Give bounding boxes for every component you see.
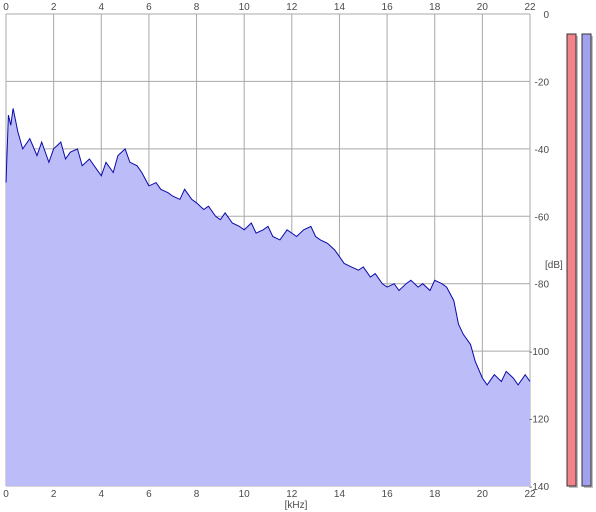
x-tick-top-0: 0 <box>3 2 9 13</box>
spectrum-series <box>5 108 531 487</box>
x-tick-top-11: 22 <box>524 2 536 13</box>
x-tick-bottom-6: 12 <box>286 489 298 500</box>
x-tick-bottom-4: 8 <box>194 489 200 500</box>
x-tick-top-9: 18 <box>429 2 441 13</box>
level-meters <box>566 33 593 488</box>
x-tick-top-6: 12 <box>286 2 298 13</box>
y-tick-6: -120 <box>529 415 549 426</box>
x-axis-unit-label: [kHz] <box>285 500 308 511</box>
x-tick-top-2: 4 <box>98 2 104 13</box>
x-tick-bottom-5: 10 <box>239 489 251 500</box>
x-tick-top-4: 8 <box>194 2 200 13</box>
y-tick-5: -100 <box>529 347 549 358</box>
x-tick-bottom-1: 2 <box>51 489 57 500</box>
y-axis-unit-label: [dB] <box>545 260 563 271</box>
x-tick-top-3: 6 <box>146 2 152 13</box>
x-tick-bottom-0: 0 <box>3 489 9 500</box>
x-tick-bottom-11: 22 <box>524 489 536 500</box>
y-tick-2: -40 <box>535 145 550 156</box>
spectrum-line <box>5 108 531 386</box>
x-tick-top-10: 20 <box>477 2 489 13</box>
x-tick-bottom-9: 18 <box>429 489 441 500</box>
y-tick-4: -80 <box>535 280 550 291</box>
x-tick-bottom-10: 20 <box>477 489 489 500</box>
level-meter-right <box>581 33 592 487</box>
x-tick-bottom-7: 14 <box>334 489 346 500</box>
x-tick-top-8: 16 <box>382 2 394 13</box>
x-tick-top-1: 2 <box>51 2 57 13</box>
x-tick-bottom-3: 6 <box>146 489 152 500</box>
y-tick-3: -60 <box>535 212 550 223</box>
x-tick-bottom-2: 4 <box>98 489 104 500</box>
tick-labels: 002244668810101212141416161818202022220-… <box>3 2 549 500</box>
x-tick-top-5: 10 <box>239 2 251 13</box>
spectrum-area <box>6 108 530 487</box>
y-tick-1: -20 <box>535 77 550 88</box>
level-meter-left <box>566 33 577 487</box>
x-tick-bottom-8: 16 <box>382 489 394 500</box>
y-tick-7: -140 <box>529 482 549 493</box>
x-tick-top-7: 14 <box>334 2 346 13</box>
y-tick-0: 0 <box>543 10 549 21</box>
